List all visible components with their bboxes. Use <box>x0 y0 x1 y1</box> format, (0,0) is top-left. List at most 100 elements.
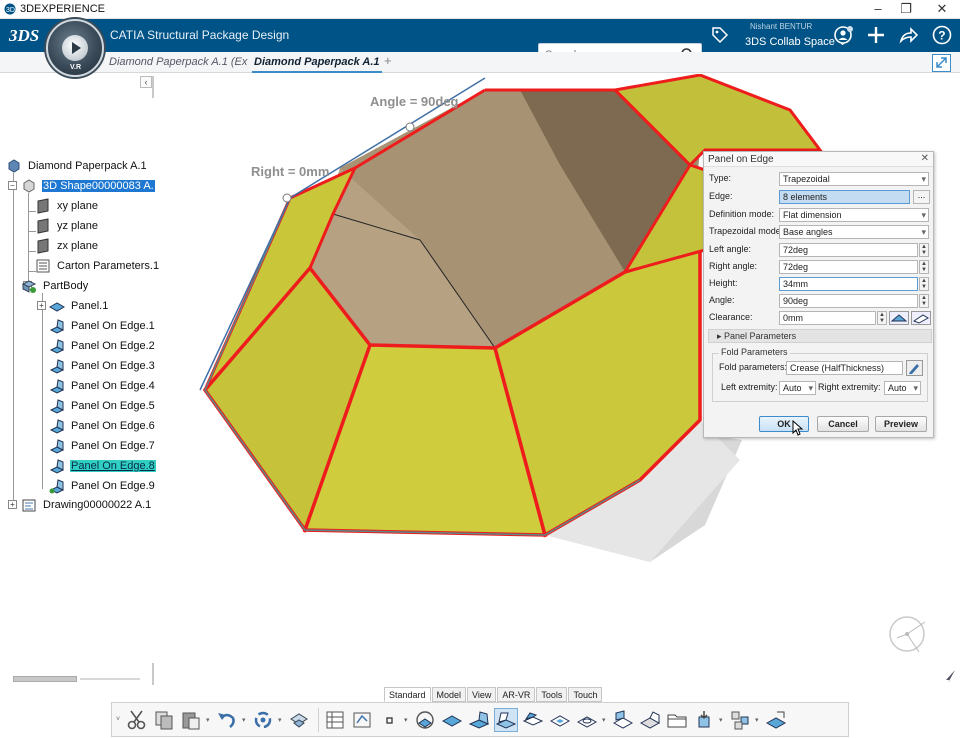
close-window-button[interactable]: ✕ <box>936 1 948 16</box>
clearance-right-icon[interactable] <box>911 311 931 325</box>
tree-node-diamond-paperpack[interactable]: Diamond Paperpack A.1 <box>6 157 148 175</box>
orientation-compass-icon[interactable] <box>885 612 931 658</box>
right-angle-input[interactable]: 72deg <box>779 260 918 274</box>
tree-expander[interactable]: − <box>8 181 17 190</box>
copy-button[interactable] <box>152 708 176 732</box>
tree-node-panel-1[interactable]: Panel.1 <box>49 297 109 315</box>
paste-dropdown-icon[interactable]: ▾ <box>206 716 210 724</box>
panel-on-edge-button[interactable] <box>467 708 491 732</box>
maximize-button[interactable]: ❐ <box>900 1 912 16</box>
tree-node-yz-plane[interactable]: yz plane <box>35 217 99 235</box>
pattern-button[interactable] <box>728 708 752 732</box>
undo-dropdown-icon[interactable]: ▾ <box>242 716 246 724</box>
tab-touch[interactable]: Touch <box>568 687 603 702</box>
tree-node-panel-on-edge-8[interactable]: Panel On Edge.8 <box>49 457 156 475</box>
height-spinner[interactable]: ▲ ▼ <box>919 277 929 291</box>
tab-view[interactable]: View <box>467 687 497 702</box>
tree-node-drawing[interactable]: Drawing00000022 A.1 <box>21 496 152 514</box>
measure-button[interactable] <box>764 708 788 732</box>
angle-spinner[interactable]: ▲ ▼ <box>919 294 929 308</box>
pattern-dropdown-icon[interactable]: ▾ <box>755 716 759 724</box>
edge-list-button[interactable]: ... <box>913 190 930 204</box>
tree-splitter-bottom[interactable] <box>152 663 154 685</box>
compass-widget[interactable]: V.R <box>46 19 104 77</box>
3ds-logo-icon[interactable]: 3DS <box>8 23 40 47</box>
tree-collapse-button[interactable]: ‹ <box>140 76 152 88</box>
sketch-button[interactable] <box>350 708 374 732</box>
angle-input[interactable]: 90deg <box>779 294 918 308</box>
definition-mode-combo[interactable]: Flat dimension <box>779 208 929 222</box>
reorder-button[interactable] <box>287 708 311 732</box>
undo-button[interactable] <box>215 708 239 732</box>
horizontal-scroll-thumb[interactable] <box>13 676 77 682</box>
type-combo[interactable]: Trapezoidal <box>779 172 929 186</box>
tree-node-panel-on-edge-5[interactable]: Panel On Edge.5 <box>49 397 156 415</box>
tree-node-carton-parameters[interactable]: Carton Parameters.1 <box>35 257 160 275</box>
tree-node-panel-on-edge-2[interactable]: Panel On Edge.2 <box>49 337 156 355</box>
tree-node-panel-on-edge-4[interactable]: Panel On Edge.4 <box>49 377 156 395</box>
panel-button[interactable] <box>413 708 437 732</box>
flat-view-button[interactable] <box>611 708 635 732</box>
clearance-spinner[interactable]: ▲ ▼ <box>877 311 887 325</box>
right-angle-spinner[interactable]: ▲ ▼ <box>919 260 929 274</box>
hole-button[interactable] <box>575 708 599 732</box>
panel-on-edge-active-button[interactable] <box>494 707 518 732</box>
tab-standard[interactable]: Standard <box>384 687 431 702</box>
tab-diamond-paperpack-extra[interactable]: Diamond Paperpack A.1 (Ex <box>109 56 248 68</box>
action-bar-menu-icon[interactable]: ˅ <box>116 716 121 723</box>
tree-node-panel-on-edge-9[interactable]: Panel On Edge.9 <box>49 477 156 495</box>
angle-manipulator-handle[interactable] <box>405 122 415 132</box>
preview-button[interactable]: Preview <box>875 416 927 432</box>
user-profile-icon[interactable] <box>834 25 854 45</box>
edge-selector[interactable]: 8 elements <box>779 190 910 204</box>
left-angle-spinner[interactable]: ▲ ▼ <box>919 243 929 257</box>
tree-expander[interactable]: + <box>8 500 17 509</box>
tab-ar-vr[interactable]: AR-VR <box>497 687 536 702</box>
right-manipulator-handle[interactable] <box>282 193 292 203</box>
update-dropdown-icon[interactable]: ▾ <box>278 716 282 724</box>
add-icon[interactable] <box>866 25 886 45</box>
right-extremity-combo[interactable]: Auto <box>884 381 921 395</box>
trapezoidal-mode-combo[interactable]: Base angles <box>779 225 929 239</box>
resize-arrow-icon[interactable] <box>944 668 956 684</box>
cancel-button[interactable]: Cancel <box>817 416 869 432</box>
cut-button[interactable] <box>125 708 149 732</box>
tree-node-panel-on-edge-3[interactable]: Panel On Edge.3 <box>49 357 156 375</box>
clearance-input[interactable]: 0mm <box>779 311 876 325</box>
tree-node-3d-shape[interactable]: 3D Shape00000083 A. <box>21 177 155 195</box>
insert-dropdown-icon[interactable]: ▾ <box>719 716 723 724</box>
tag-icon[interactable] <box>711 26 729 44</box>
fullscreen-button[interactable] <box>932 54 951 72</box>
folder-button[interactable] <box>665 708 689 732</box>
minimize-button[interactable]: – <box>874 1 882 16</box>
tree-node-xy-plane[interactable]: xy plane <box>35 197 99 215</box>
left-angle-input[interactable]: 72deg <box>779 243 918 257</box>
panel-on-edge-dialog[interactable]: Panel on Edge ✕ Type: Trapezoidal Edge: … <box>703 151 934 438</box>
tree-splitter[interactable] <box>152 76 154 98</box>
point-dropdown-icon[interactable]: ▾ <box>404 716 408 724</box>
edit-pencil-icon[interactable] <box>906 360 923 376</box>
clearance-left-icon[interactable] <box>889 311 909 325</box>
tree-node-partbody[interactable]: PartBody <box>21 277 89 295</box>
add-tab-button[interactable]: + <box>384 53 392 68</box>
right-dimension-label[interactable]: Right = 0mm <box>251 164 330 179</box>
panel-parameters-section[interactable]: ▸ Panel Parameters <box>708 329 932 343</box>
properties-button[interactable] <box>323 708 347 732</box>
left-extremity-combo[interactable]: Auto <box>779 381 816 395</box>
fold-unfold-button[interactable] <box>638 708 662 732</box>
dialog-title[interactable]: Panel on Edge <box>704 152 933 167</box>
tree-node-panel-on-edge-6[interactable]: Panel On Edge.6 <box>49 417 156 435</box>
update-button[interactable] <box>251 708 275 732</box>
cutout-button[interactable] <box>548 708 572 732</box>
paste-button[interactable] <box>179 708 203 732</box>
horizontal-scroll-track[interactable] <box>80 678 140 680</box>
hole-dropdown-icon[interactable]: ▾ <box>602 716 606 724</box>
tree-node-panel-on-edge-1[interactable]: Panel On Edge.1 <box>49 317 156 335</box>
tab-diamond-paperpack-active[interactable]: Diamond Paperpack A.1 <box>252 52 382 73</box>
tree-node-zx-plane[interactable]: zx plane <box>35 237 99 255</box>
point-button[interactable] <box>377 708 401 732</box>
fold-button[interactable] <box>521 708 545 732</box>
tab-tools[interactable]: Tools <box>536 687 568 702</box>
height-input[interactable]: 34mm <box>779 277 918 291</box>
share-icon[interactable] <box>898 25 918 45</box>
